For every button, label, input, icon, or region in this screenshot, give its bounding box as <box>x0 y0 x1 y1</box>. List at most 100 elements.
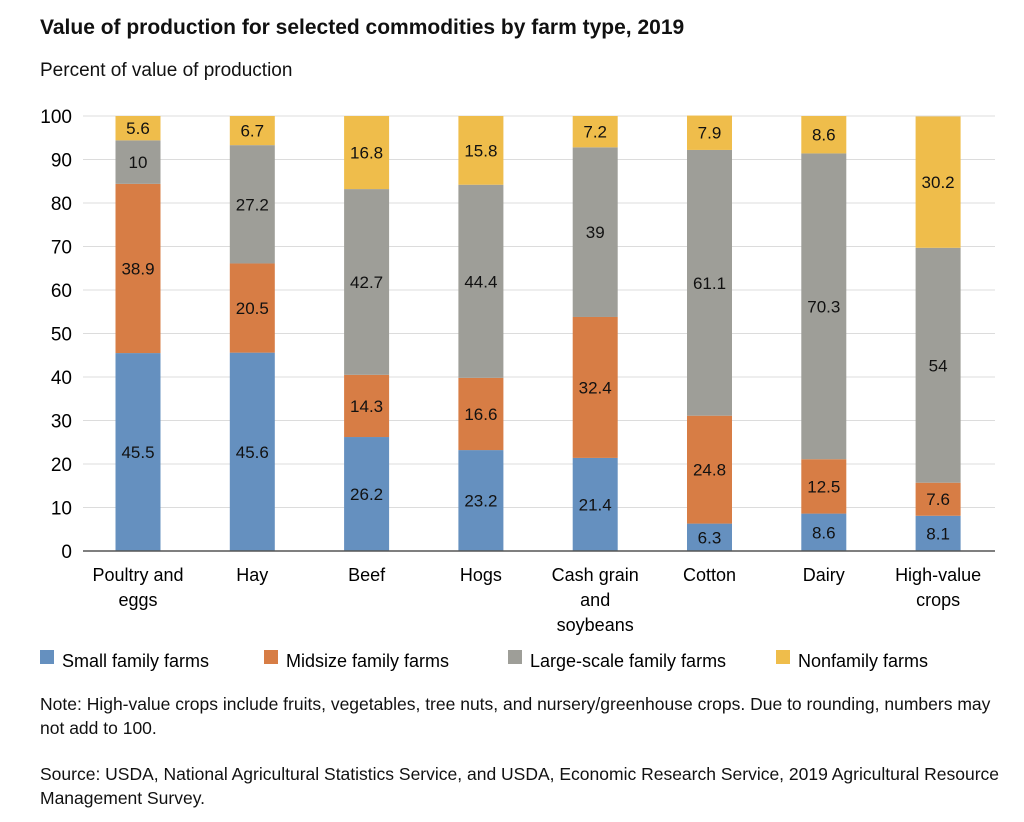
bar-segment <box>687 149 732 416</box>
bar-segment <box>915 515 961 551</box>
data-label: 16.6 <box>464 405 497 424</box>
chart-source: Source: USDA, National Agricultural Stat… <box>40 764 1000 808</box>
chart-title: Value of production for selected commodi… <box>40 16 685 39</box>
data-label: 10 <box>129 153 148 172</box>
bar-segment <box>344 116 390 190</box>
bar-segment <box>458 377 504 451</box>
bar-segment <box>801 153 847 460</box>
bar-segment <box>801 116 847 154</box>
data-label: 26.2 <box>350 485 383 504</box>
data-label: 38.9 <box>121 259 154 278</box>
bar-segment <box>915 482 961 516</box>
chart-note: Note: High-value crops include fruits, v… <box>40 694 991 738</box>
bar-segment <box>115 140 161 184</box>
data-label: 70.3 <box>807 297 840 316</box>
y-tick-label: 30 <box>51 412 72 433</box>
y-tick-label: 0 <box>61 542 72 563</box>
data-label: 15.8 <box>464 141 497 160</box>
stacked-bar-chart: 0 10 20 30 40 50 60 70 80 90 100 45.5 38.9 10 5.6 Poult… <box>40 107 995 671</box>
data-label: 30.2 <box>922 173 955 192</box>
bar-segment <box>458 116 504 185</box>
data-label: 32.4 <box>579 378 612 397</box>
bar-segment <box>572 116 618 148</box>
bar-segment <box>915 247 961 483</box>
data-label: 16.8 <box>350 144 383 163</box>
x-tick-label: eggs <box>118 590 157 610</box>
x-tick-label: Cotton <box>683 565 736 585</box>
data-label: 27.2 <box>236 195 269 214</box>
bar-segment <box>344 189 390 375</box>
data-label: 6.3 <box>698 528 722 547</box>
bar-segment <box>915 116 961 248</box>
x-tick-label: Hay <box>236 565 268 585</box>
bar-segment <box>572 457 618 551</box>
bar-segment <box>344 437 390 551</box>
y-tick-label: 50 <box>51 325 72 346</box>
data-label: 44.4 <box>464 272 497 291</box>
legend-swatch <box>264 650 278 664</box>
bar-segment <box>687 523 732 551</box>
y-tick-label: 100 <box>40 107 72 128</box>
y-tick-label: 60 <box>51 281 72 302</box>
legend-label: Midsize family farms <box>286 651 449 671</box>
data-label: 8.1 <box>926 524 950 543</box>
data-label: 14.3 <box>350 397 383 416</box>
bar-segment <box>229 145 275 264</box>
x-tick-label: crops <box>916 590 960 610</box>
data-label: 7.9 <box>698 124 722 143</box>
legend-label: Nonfamily farms <box>798 651 928 671</box>
data-label: 12.5 <box>807 477 840 496</box>
bar-segment <box>572 316 618 458</box>
bar-segment <box>115 183 161 354</box>
data-label: 45.6 <box>236 443 269 462</box>
x-tick-label: and <box>580 590 610 610</box>
bar-segment <box>687 115 732 150</box>
legend-swatch <box>776 650 790 664</box>
bar-segment <box>801 459 847 514</box>
data-label: 20.5 <box>236 299 269 318</box>
data-label: 7.2 <box>583 123 607 142</box>
y-tick-label: 40 <box>51 368 72 389</box>
y-tick-label: 80 <box>51 194 72 215</box>
bar-segment <box>687 415 732 524</box>
legend-label: Small family farms <box>62 651 209 671</box>
y-tick-label: 10 <box>51 499 72 520</box>
data-label: 24.8 <box>693 461 726 480</box>
y-tick-label: 70 <box>51 238 72 259</box>
bar-segment <box>458 450 504 551</box>
x-tick-label: Poultry and <box>92 565 183 585</box>
data-label: 54 <box>929 356 948 375</box>
bar-segment <box>229 116 275 146</box>
bar-segment <box>344 374 390 438</box>
data-label: 6.7 <box>240 122 264 141</box>
legend-swatch <box>40 650 54 664</box>
data-label: 39 <box>586 223 605 242</box>
bar-segment <box>572 147 618 317</box>
data-label: 5.6 <box>126 119 150 138</box>
data-label: 7.6 <box>926 490 950 509</box>
data-label: 61.1 <box>693 274 726 293</box>
y-axis-label: Percent of value of production <box>40 60 293 81</box>
data-label: 21.4 <box>579 495 612 514</box>
data-label: 8.6 <box>812 523 836 542</box>
bar-segment <box>229 352 275 551</box>
x-tick-label: Dairy <box>803 565 845 585</box>
x-tick-label: soybeans <box>557 615 634 635</box>
x-tick-label: Cash grain <box>552 565 639 585</box>
bar-segment <box>115 116 161 141</box>
bar-segment <box>801 513 847 551</box>
bar-segment <box>229 263 275 353</box>
data-label: 42.7 <box>350 273 383 292</box>
bar-segment <box>115 353 161 551</box>
data-label: 23.2 <box>464 492 497 511</box>
data-label: 8.6 <box>812 126 836 145</box>
y-tick-label: 20 <box>51 455 72 476</box>
bar-segment <box>458 184 504 378</box>
legend-swatch <box>508 650 522 664</box>
x-tick-label: Hogs <box>460 565 502 585</box>
data-label: 45.5 <box>121 443 154 462</box>
x-tick-label: High-value <box>895 565 981 585</box>
y-tick-label: 90 <box>51 151 72 172</box>
legend-label: Large-scale family farms <box>530 651 726 671</box>
x-tick-label: Beef <box>348 565 386 585</box>
